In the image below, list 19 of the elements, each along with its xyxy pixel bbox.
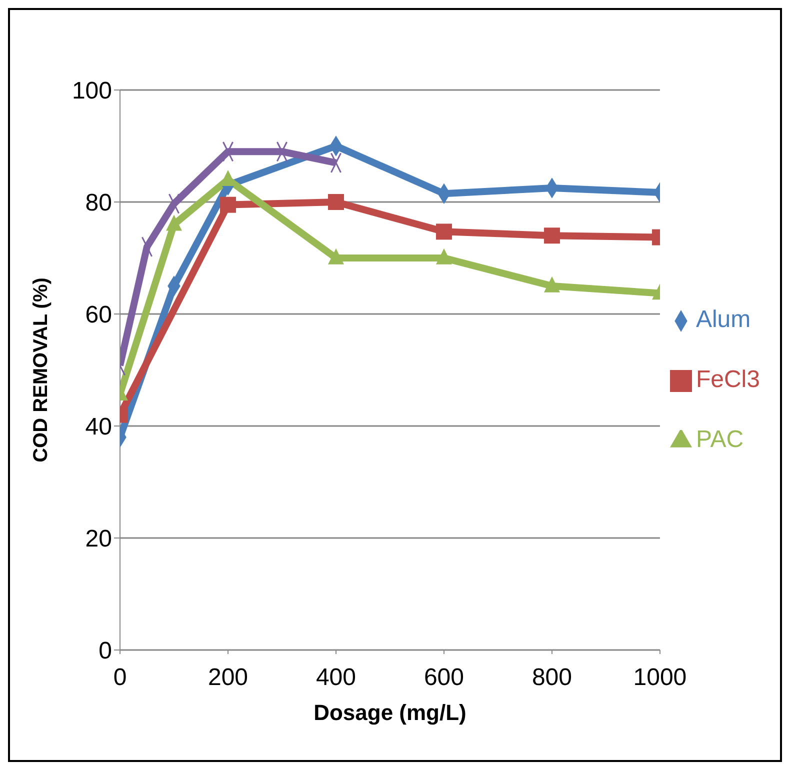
y-tick-label: 60 (85, 302, 112, 329)
y-tick-label: 0 (98, 638, 112, 665)
x-tick-label: 800 (532, 664, 572, 692)
y-tick-label: 100 (72, 78, 112, 105)
y-tick-label: 20 (85, 526, 112, 553)
x-axis-title: Dosage (mg/L) (314, 700, 466, 725)
y-tick-label: 40 (85, 414, 112, 441)
x-tick-label: 400 (316, 664, 356, 692)
x-tick-label: 600 (424, 664, 464, 692)
legend-label: FeCl3 (696, 366, 760, 393)
y-tick-label: 80 (85, 190, 112, 217)
point (328, 194, 344, 210)
legend-label: PAC (696, 426, 744, 453)
x-tick-label: 200 (208, 664, 248, 692)
y-axis-title: COD REMOVAL (%) (30, 278, 52, 462)
point (436, 224, 452, 240)
x-tick-label: 1000 (633, 664, 687, 692)
point (220, 196, 236, 213)
legend-label: Alum (696, 306, 751, 333)
